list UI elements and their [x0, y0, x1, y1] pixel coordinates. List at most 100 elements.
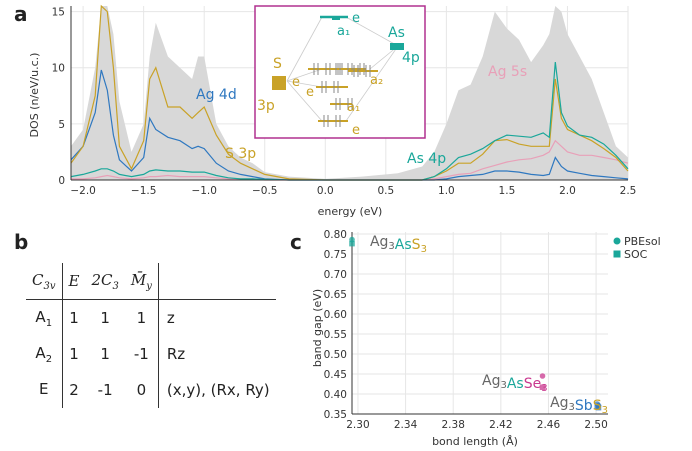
gap-xtick-label: 2.38 — [442, 419, 465, 431]
compound-part: 3 — [569, 402, 575, 413]
compound-part: As — [395, 237, 412, 253]
level-label-e-3: e — [306, 85, 314, 100]
compound-part: Ag — [370, 234, 388, 250]
table-cell: 0 — [136, 381, 147, 399]
gap-ytick-label: 0.50 — [324, 349, 347, 361]
compound-part: 3 — [388, 241, 394, 252]
bandgap-chart: 2.30 2.34 2.38 2.42 2.46 2.50 0.35 0.40 0.45 0.50… — [311, 229, 661, 448]
table-header-my: M̄y — [124, 263, 159, 300]
point-soc — [539, 384, 546, 390]
compound-part: S — [412, 237, 421, 253]
dos-xtick-label: 2.5 — [620, 185, 637, 197]
gap-xtick-label: 2.46 — [537, 419, 561, 431]
gap-xtick-label: 2.42 — [489, 419, 512, 431]
dos-xtick-label: 1.5 — [499, 185, 516, 197]
legend-marker-soc — [613, 250, 621, 258]
label-s3p: S 3p — [225, 146, 256, 162]
panel-label-b: b — [14, 230, 29, 254]
level-label-a1-low: a₁ — [347, 100, 360, 115]
point-pbesol — [539, 373, 546, 379]
table-header-2c3: 2C3 — [85, 263, 125, 300]
dos-xtick-label: −0.5 — [252, 185, 278, 197]
compound-part: Ag — [482, 373, 500, 389]
dos-axes: −2.0 −1.5 −1.0 −0.5 0.0 0.5 1.0 1.5 2.0 2.5 0 5 10 15 — [52, 6, 637, 197]
table-basis: (x,y), (Rx, Ry) — [157, 372, 276, 408]
compound-label: Ag3AsSe3 — [482, 373, 548, 394]
table-cell: 2 — [69, 381, 79, 399]
as-4p-level — [390, 43, 404, 50]
compound-part: Se — [524, 376, 542, 392]
gap-points — [349, 236, 602, 411]
s-3p-level — [272, 76, 286, 90]
level-label-a1-top: a₁ — [337, 24, 350, 39]
inset-s-label: S — [273, 56, 282, 72]
table-row: A2 1 1 -1 Rz — [26, 336, 276, 372]
table-row: A1 1 1 1 z — [26, 299, 276, 336]
gap-ytick-label: 0.80 — [324, 229, 347, 241]
gap-grid — [352, 232, 608, 415]
table-cell: -1 — [97, 381, 113, 399]
compound-part: Sb — [575, 398, 593, 414]
point-soc — [349, 240, 355, 247]
gap-xtick-label: 2.30 — [346, 419, 369, 431]
inset-connectors — [286, 16, 399, 122]
gap-ytick-label: 0.35 — [324, 409, 347, 421]
dos-ytick-label: 15 — [52, 7, 65, 19]
compound-part: 3 — [541, 383, 547, 394]
table-irrep: E — [26, 372, 63, 408]
dos-ytick-label: 10 — [52, 63, 65, 75]
legend-marker-pbesol — [613, 237, 621, 245]
compound-part: 3 — [421, 244, 427, 255]
dos-xtick-label: 2.0 — [559, 185, 576, 197]
dos-ylabel: DOS (n/eV/u.c.) — [28, 53, 41, 138]
level-label-a2: a₂ — [370, 73, 383, 88]
compound-part: 3 — [500, 380, 506, 391]
gap-axes: 2.30 2.34 2.38 2.42 2.46 2.50 0.35 0.40 0.45 0.50… — [324, 229, 608, 431]
inset-as-label: As — [388, 25, 405, 41]
table-irrep: A1 — [26, 299, 63, 336]
inset-s-orb: 3p — [257, 98, 275, 114]
gap-legend: PBEsol SOC — [613, 235, 661, 261]
mo-diagram-inset: S 3p As 4p e a₁ e a₂ e a₁ e — [254, 5, 426, 139]
gap-xtick-label: 2.34 — [394, 419, 418, 431]
compound-part: As — [507, 376, 524, 392]
occupied-levels — [308, 63, 378, 127]
inset-as-orb: 4p — [402, 50, 420, 66]
dos-xtick-label: −1.0 — [191, 185, 217, 197]
gap-xlabel: bond length (Å) — [432, 435, 518, 448]
panel-label-a: a — [14, 2, 28, 26]
table-basis: Rz — [157, 336, 276, 372]
legend-label-pbesol: PBEsol — [624, 235, 661, 248]
dos-xtick-label: −1.5 — [131, 185, 157, 197]
gap-ytick-label: 0.75 — [324, 249, 347, 261]
compound-part: 3 — [602, 405, 608, 416]
table-header-e: E — [62, 263, 86, 300]
table-basis: z — [157, 299, 276, 336]
level-label-e-top: e — [352, 11, 360, 26]
gap-ylabel: band gap (eV) — [311, 289, 324, 367]
gap-ytick-label: 0.60 — [324, 309, 347, 321]
gap-ytick-label: 0.40 — [324, 389, 347, 401]
level-label-e-2: e — [292, 75, 300, 90]
table-row: E 2 -1 0 (x,y), (Rx, Ry) — [26, 372, 276, 408]
table-cell: 1 — [100, 345, 110, 363]
gap-ytick-label: 0.65 — [324, 289, 347, 301]
dos-xtick-label: 0.5 — [377, 185, 394, 197]
legend-label-soc: SOC — [624, 248, 648, 261]
table-cell: 1 — [136, 309, 147, 327]
gap-xtick-label: 2.50 — [584, 419, 607, 431]
dos-xtick-label: −2.0 — [70, 185, 96, 197]
character-table: C3v E 2C3 M̄y A1 1 1 1 z A2 1 1 -1 Rz E … — [26, 263, 276, 408]
dos-ytick-label: 0 — [58, 175, 65, 187]
dos-chart: −2.0 −1.5 −1.0 −0.5 0.0 0.5 1.0 1.5 2.0 2.5 0 5 10 15… — [28, 4, 637, 218]
dos-ytick-label: 5 — [58, 119, 65, 131]
compound-label: Ag3AsS3 — [370, 234, 427, 255]
dos-xlabel: energy (eV) — [318, 205, 383, 218]
gap-ytick-label: 0.55 — [324, 329, 347, 341]
dos-xtick-label: 0.0 — [317, 185, 334, 197]
table-cell: 1 — [69, 345, 79, 363]
label-ag4d: Ag 4d — [196, 87, 237, 103]
table-irrep: A2 — [26, 336, 63, 372]
panel-label-c: c — [290, 230, 302, 254]
